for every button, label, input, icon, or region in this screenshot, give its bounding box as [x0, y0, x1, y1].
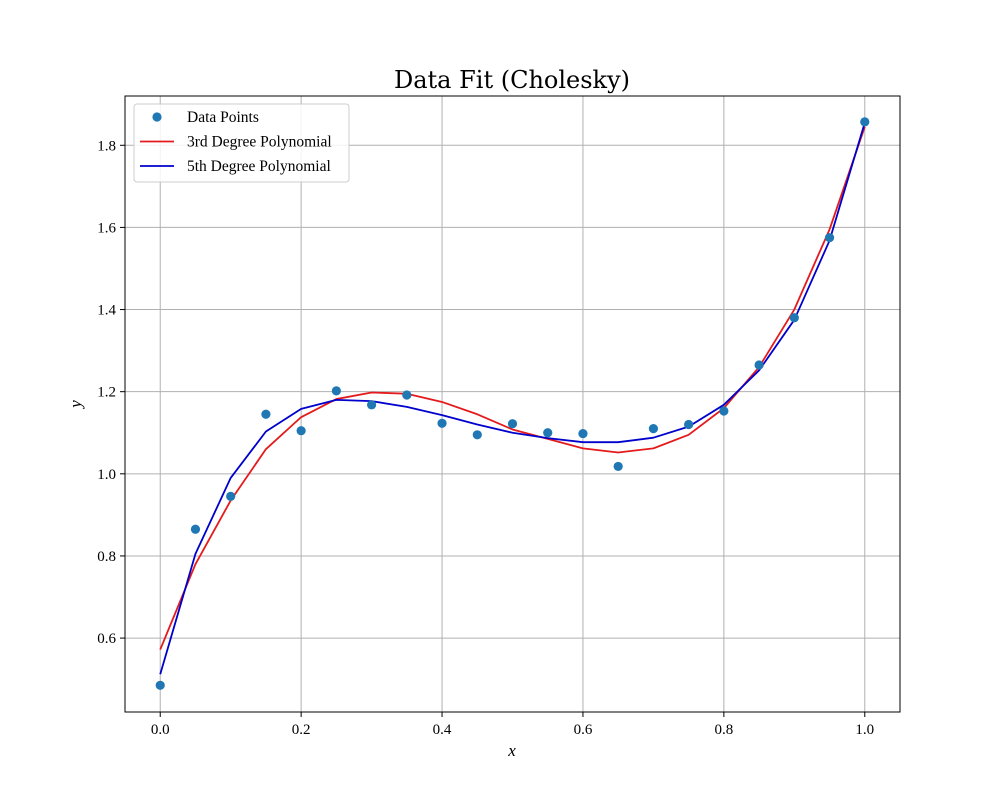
data-point	[684, 419, 694, 430]
plot-frame	[124, 95, 901, 713]
x-tick-label: 0.6	[574, 722, 593, 738]
x-tick-label: 0.8	[714, 722, 733, 738]
series-line-1	[159, 126, 866, 650]
data-point	[437, 418, 447, 428]
legend-label: 5th Degree Polynomial	[187, 158, 331, 175]
series-line-2	[159, 122, 866, 675]
data-point	[261, 409, 271, 419]
data-point	[507, 419, 518, 429]
data-point	[331, 386, 341, 396]
data-point	[472, 430, 482, 440]
x-axis-label: x	[507, 741, 516, 760]
chart-title: Data Fit (Cholesky)	[394, 66, 630, 94]
data-point	[366, 400, 377, 410]
axis-ticks: 0.0 0.2 0.4 0.6 0.8 1.0 0.6 0.8 1.0 1.2 1.4 1.6 1.8	[97, 138, 874, 738]
x-tick-label: 0.4	[433, 722, 452, 738]
data-point	[860, 117, 870, 127]
data-point	[613, 461, 623, 472]
x-tick-label: 0.0	[151, 722, 170, 738]
y-tick-label: 1.0	[97, 467, 116, 483]
y-tick-label: 0.8	[97, 549, 116, 565]
data-point	[190, 524, 201, 534]
legend-label: Data Points	[187, 109, 259, 126]
grid	[125, 96, 900, 712]
y-tick-label: 1.6	[97, 220, 116, 236]
x-tick-label: 0.2	[292, 722, 311, 738]
data-point	[543, 428, 553, 438]
y-tick-label: 1.2	[97, 385, 116, 401]
data-point	[155, 680, 165, 690]
legend-box	[133, 103, 350, 183]
data-point	[578, 428, 588, 439]
data-point	[789, 313, 799, 323]
legend-marker	[152, 112, 162, 122]
data-point	[296, 426, 306, 436]
y-tick-label: 1.8	[97, 138, 116, 154]
plot-series	[155, 117, 870, 690]
legend: Data Points 3rd Degree Polynomial 5th Degr…	[133, 103, 350, 183]
data-point	[648, 424, 659, 434]
y-tick-label: 1.4	[97, 303, 116, 319]
data-point	[226, 491, 236, 501]
y-axis-label: y	[66, 400, 85, 410]
x-tick-label: 1.0	[855, 722, 874, 738]
y-tick-label: 0.6	[97, 631, 116, 647]
data-point	[402, 390, 412, 400]
data-point	[824, 233, 835, 243]
legend-label: 3rd Degree Polynomial	[187, 134, 332, 151]
data-point	[754, 360, 764, 370]
data-point	[719, 406, 729, 416]
